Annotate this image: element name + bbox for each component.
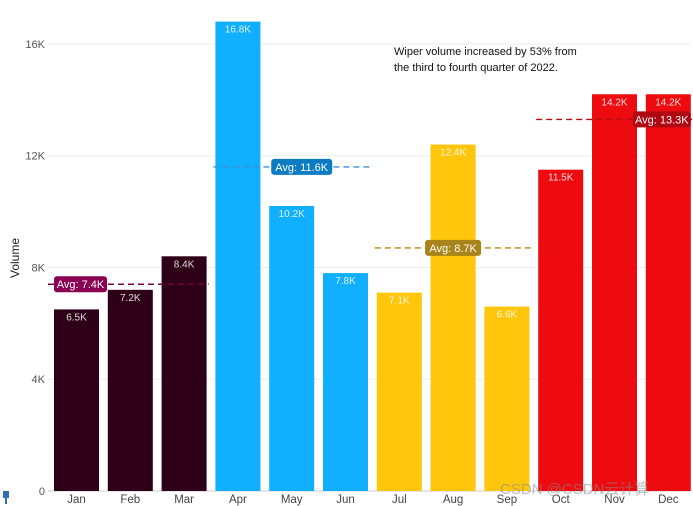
y-tick-label: 16K bbox=[25, 39, 45, 51]
x-tick-label: Feb bbox=[120, 494, 140, 506]
bar bbox=[538, 169, 584, 491]
y-axis-label: Volume bbox=[8, 238, 22, 278]
y-tick-label: 0 bbox=[39, 486, 45, 498]
average-badge bbox=[425, 239, 482, 256]
bar bbox=[430, 144, 476, 491]
y-tick-label: 4K bbox=[32, 374, 46, 386]
bar bbox=[269, 206, 315, 491]
x-tick-label: Jan bbox=[67, 494, 86, 506]
bar bbox=[215, 21, 261, 491]
y-tick-label: 12K bbox=[25, 151, 45, 163]
bar-value-label: 7.8K bbox=[335, 276, 356, 287]
watermark: CSDN @CSDN云计算 bbox=[500, 481, 650, 498]
x-tick-label: Dec bbox=[658, 494, 679, 506]
bar bbox=[161, 256, 207, 491]
x-tick-label: Nov bbox=[604, 494, 625, 506]
bar-value-label: 16.8K bbox=[225, 25, 251, 36]
bar-value-label: 7.2K bbox=[120, 293, 141, 304]
x-tick-label: Jun bbox=[336, 494, 355, 506]
bar-value-label: 7.1K bbox=[389, 296, 410, 307]
bar bbox=[107, 289, 153, 491]
x-tick-label: Mar bbox=[174, 494, 194, 506]
average-badge bbox=[54, 276, 107, 293]
bar bbox=[484, 306, 530, 491]
bar-value-label: 6.5K bbox=[66, 312, 87, 323]
bar bbox=[592, 94, 637, 491]
x-axis-labels: Jan Feb Mar Apr May Jun Jul Aug Sep Oct Nov Dec bbox=[67, 494, 679, 506]
x-tick-label: Jul bbox=[392, 494, 407, 506]
annotation-text: Wiper volume increased by 53% from the t… bbox=[394, 46, 577, 74]
average-label: Avg: 8.7K bbox=[429, 243, 477, 255]
bar bbox=[323, 273, 368, 491]
y-tick-label: 8K bbox=[32, 262, 46, 274]
average-badge bbox=[271, 158, 333, 175]
bar-value-label: 11.5K bbox=[548, 173, 574, 184]
bars bbox=[54, 21, 691, 491]
bar bbox=[376, 292, 422, 491]
corner-marker-icon bbox=[3, 491, 9, 504]
bar-value-label: 14.2K bbox=[655, 97, 681, 108]
x-tick-label: Aug bbox=[443, 494, 463, 506]
quarter-averages: Avg: 7.4K Avg: 11.6K Avg: 8.7K Avg: 13.3K bbox=[48, 111, 693, 293]
average-label: Avg: 7.4K bbox=[57, 279, 105, 291]
x-tick-label: Apr bbox=[229, 494, 247, 506]
bar bbox=[645, 94, 691, 491]
bar-value-label: 10.2K bbox=[279, 209, 305, 220]
bar-value-label: 12.4K bbox=[440, 148, 466, 159]
bar bbox=[54, 309, 99, 491]
average-label: Avg: 11.6K bbox=[275, 162, 328, 174]
bar-value-label: 14.2K bbox=[601, 97, 627, 108]
average-badge bbox=[632, 111, 691, 128]
average-label: Avg: 13.3K bbox=[635, 114, 689, 126]
bar-value-labels: 6.5K 7.2K 8.4K 16.8K 10.2K 7.8K 7.1K 12.4K 6.6K 1… bbox=[66, 25, 681, 324]
x-tick-label: Sep bbox=[497, 494, 517, 506]
x-tick-label: May bbox=[281, 494, 303, 506]
bar-value-label: 6.6K bbox=[497, 310, 518, 321]
bar-value-label: 8.4K bbox=[174, 259, 195, 270]
y-axis-ticks: 0 4K 8K 12K 16K bbox=[25, 39, 45, 498]
x-tick-label: Oct bbox=[552, 494, 571, 506]
